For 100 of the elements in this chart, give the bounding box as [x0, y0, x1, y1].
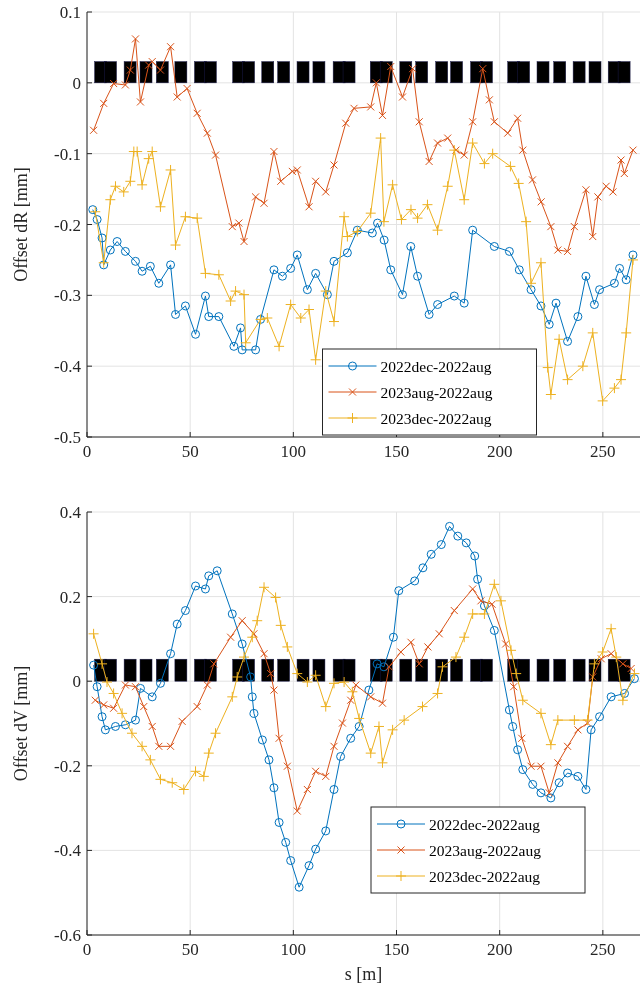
- x-tick-label: 200: [486, 940, 513, 959]
- point: [618, 659, 627, 668]
- y-tick-label: -0.6: [54, 926, 81, 945]
- point: [346, 686, 358, 698]
- point: [545, 739, 557, 751]
- x-tick-label: 50: [181, 940, 199, 959]
- point: [126, 727, 138, 739]
- point: [108, 687, 120, 699]
- x-tick-label: 150: [383, 940, 410, 959]
- point: [509, 682, 518, 691]
- y-tick-label: -0.1: [54, 144, 81, 164]
- point: [378, 699, 387, 708]
- point: [91, 696, 100, 705]
- point: [517, 734, 526, 743]
- point: [435, 629, 444, 638]
- y-tick-label: 0.4: [59, 503, 82, 522]
- point: [552, 714, 564, 726]
- legend-label: 2023dec-2022aug: [429, 868, 541, 885]
- point: [178, 717, 187, 726]
- point: [249, 629, 258, 638]
- y-tick-label: 0.1: [59, 3, 81, 22]
- point: [627, 664, 636, 673]
- point: [458, 631, 470, 643]
- point: [628, 668, 640, 680]
- point: [495, 595, 507, 607]
- y-axis-title: Offset dV [mm]: [11, 665, 31, 782]
- point: [226, 691, 238, 703]
- point: [346, 696, 355, 705]
- y-tick-label: -0.3: [54, 286, 81, 306]
- point: [275, 619, 287, 631]
- x-tick-label: 150: [383, 442, 410, 461]
- point: [226, 633, 235, 642]
- point: [417, 701, 429, 713]
- point: [101, 676, 113, 688]
- x-tick-label: 250: [590, 442, 616, 461]
- point: [301, 676, 313, 688]
- y-tick-label: -0.4: [54, 357, 82, 377]
- point: [269, 686, 278, 695]
- point: [553, 758, 562, 767]
- point: [293, 807, 302, 816]
- point: [131, 682, 140, 691]
- legend-label: 2023dec-2022aug: [380, 410, 492, 427]
- point: [88, 628, 100, 640]
- point: [505, 644, 517, 656]
- point: [406, 638, 415, 647]
- point: [588, 672, 597, 681]
- point: [488, 578, 500, 590]
- point: [283, 762, 292, 771]
- point: [109, 704, 118, 713]
- point: [329, 742, 338, 751]
- point: [423, 642, 432, 651]
- point: [258, 581, 270, 593]
- point: [166, 742, 175, 751]
- point: [607, 649, 616, 658]
- point: [238, 616, 247, 625]
- y-tick-label: 0: [72, 73, 81, 93]
- point: [136, 740, 148, 752]
- y-tick-label: -0.2: [54, 215, 81, 235]
- point: [193, 702, 202, 711]
- point: [545, 788, 554, 797]
- point: [398, 714, 410, 726]
- point: [353, 712, 365, 724]
- point: [190, 765, 202, 777]
- legend-label: 2022dec-2022aug: [429, 816, 541, 833]
- point: [154, 742, 163, 751]
- point: [148, 722, 157, 731]
- point: [338, 719, 347, 728]
- point: [210, 727, 222, 739]
- point: [116, 707, 128, 719]
- point: [260, 649, 269, 658]
- point: [351, 681, 360, 690]
- point: [121, 681, 130, 690]
- point: [139, 702, 148, 711]
- point: [583, 719, 592, 728]
- point: [450, 651, 462, 663]
- point: [338, 676, 350, 688]
- y-axis-title: Offset dR [mm]: [11, 167, 31, 282]
- point: [366, 692, 375, 701]
- point: [376, 757, 388, 769]
- point: [432, 687, 444, 699]
- point: [468, 584, 477, 593]
- legend-label: 2023aug-2022aug: [380, 384, 493, 401]
- point: [328, 677, 340, 689]
- y-tick-label: -0.4: [54, 841, 82, 861]
- legend-label: 2023aug-2022aug: [429, 842, 542, 859]
- x-tick-label: 250: [590, 940, 616, 959]
- point: [535, 707, 547, 719]
- point: [246, 631, 258, 643]
- x-tick-label: 200: [486, 442, 513, 461]
- point: [144, 754, 156, 766]
- legend-label: 2022dec-2022aug: [380, 358, 492, 375]
- point: [488, 600, 497, 609]
- point: [597, 646, 609, 658]
- point: [597, 654, 606, 663]
- point: [320, 701, 332, 713]
- point: [387, 724, 399, 736]
- point: [605, 623, 617, 635]
- point: [501, 639, 510, 648]
- point: [568, 714, 580, 726]
- point: [231, 671, 243, 683]
